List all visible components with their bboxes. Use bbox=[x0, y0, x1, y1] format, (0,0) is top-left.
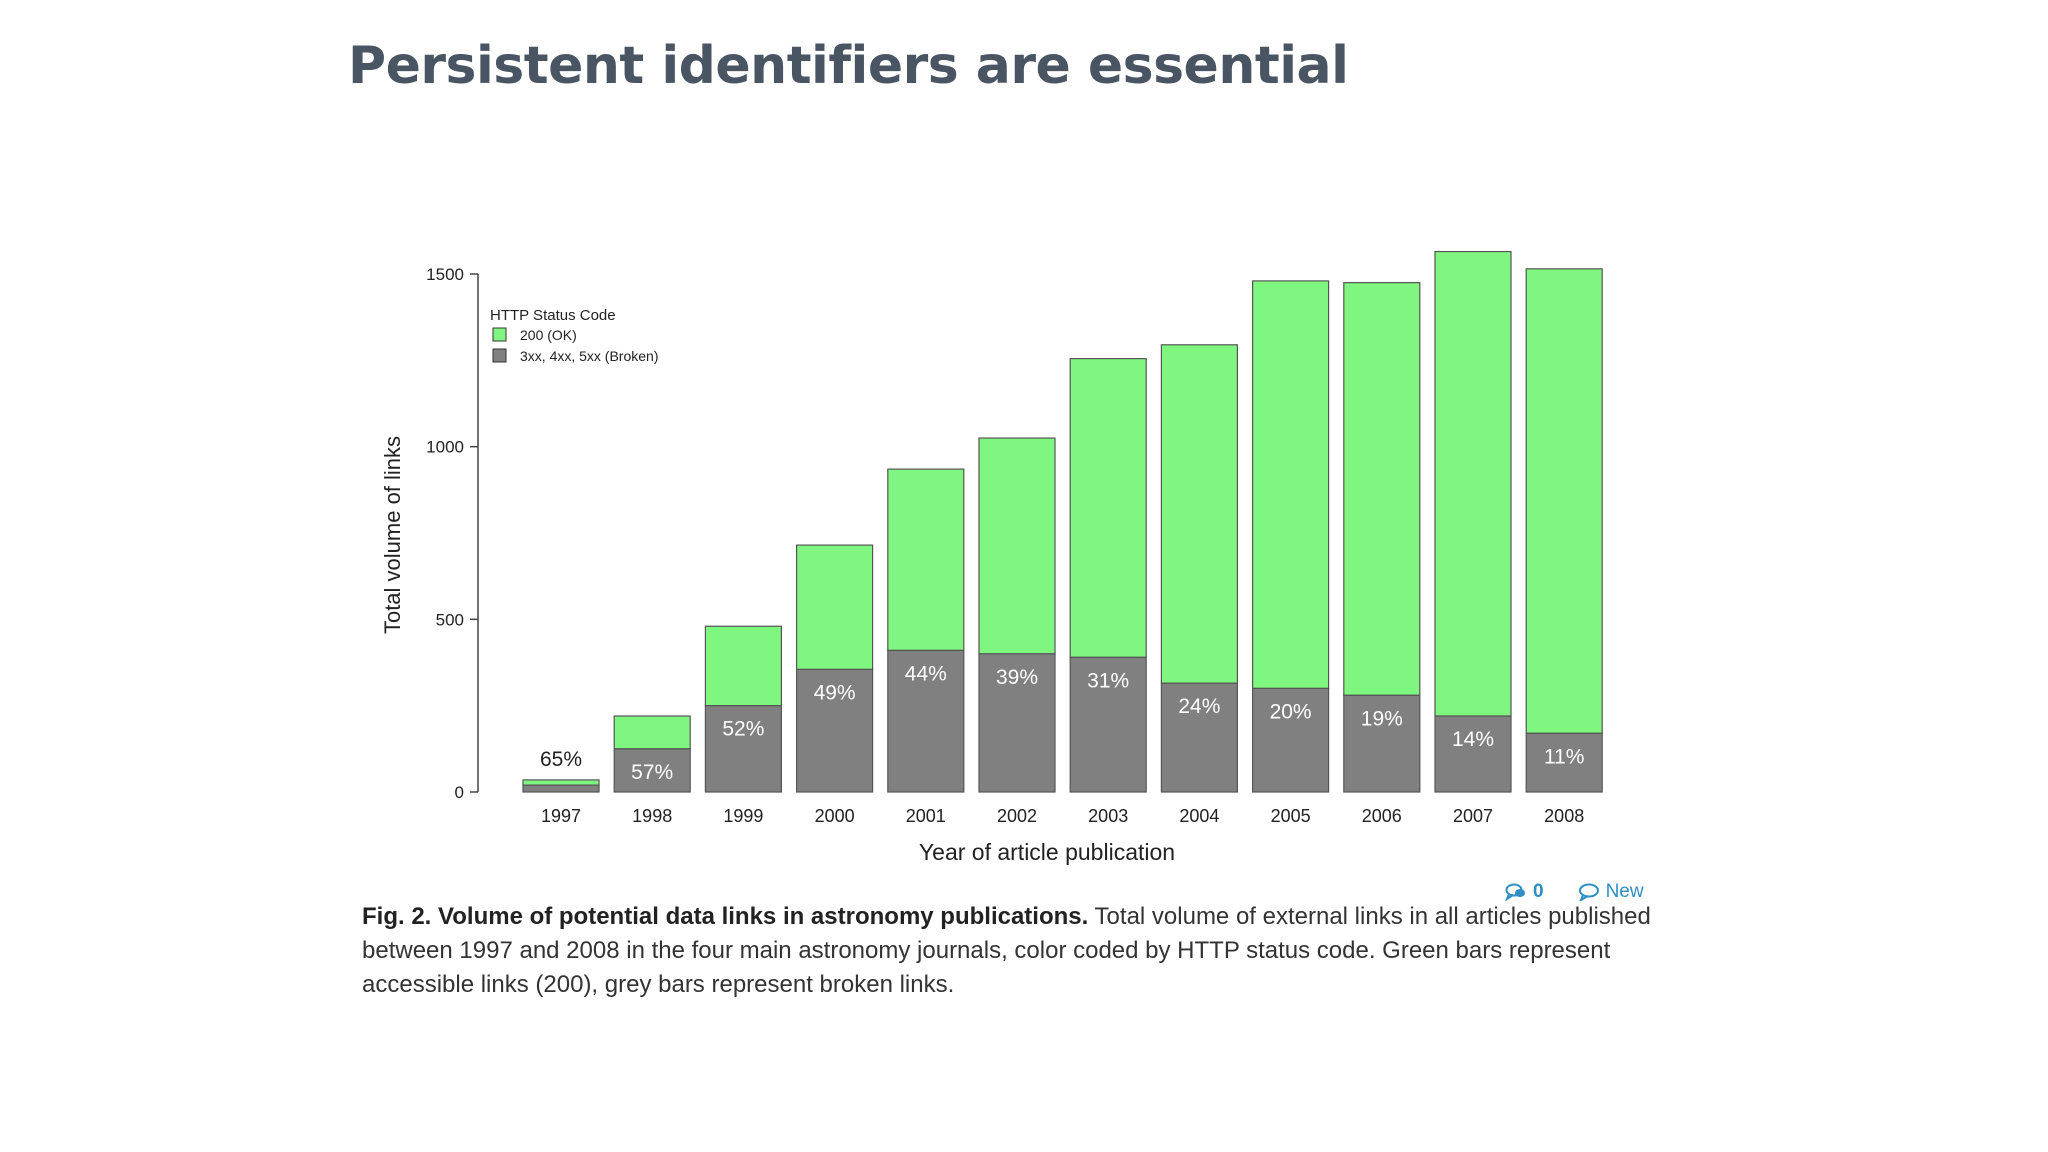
new-comment-button[interactable]: New bbox=[1578, 881, 1644, 903]
x-tick-label-2000: 2000 bbox=[815, 806, 855, 826]
bar-ok-2002 bbox=[978, 437, 1056, 655]
data-label-1999: 52% bbox=[722, 718, 764, 741]
bar-ok-1998 bbox=[613, 715, 691, 750]
data-label-2003: 31% bbox=[1087, 669, 1129, 692]
bar-broken-2005 bbox=[1251, 687, 1330, 793]
bars-group: 65% 57% 52% 49% 44% 39% 31% 24% 20% 19% 14% 11% bbox=[522, 250, 1603, 793]
y-tick-label: 0 bbox=[455, 783, 464, 802]
x-tick-label-2008: 2008 bbox=[1544, 806, 1584, 826]
stacked-bar-chart: 0 500 1000 1500 65% 57% 52% 49% 44% 39% 31% 24% 20%… bbox=[380, 250, 1603, 865]
bar-ok-2001 bbox=[887, 468, 965, 652]
x-tick-label-2001: 2001 bbox=[906, 806, 946, 826]
data-label-2002: 39% bbox=[996, 666, 1038, 689]
legend-title: HTTP Status Code bbox=[490, 307, 616, 324]
x-tick-labels: 1997 1998 1999 2000 2001 2002 2003 2004 2005 2006… bbox=[541, 806, 1584, 826]
bar-ok-2006 bbox=[1343, 282, 1421, 696]
bar-broken-2007 bbox=[1434, 715, 1512, 793]
new-label: New bbox=[1605, 881, 1644, 902]
y-axis-title: Total volume of links bbox=[380, 436, 405, 634]
legend-entry-broken: 3xx, 4xx, 5xx (Broken) bbox=[520, 348, 659, 364]
data-label-2007: 14% bbox=[1452, 728, 1494, 751]
legend-swatch-broken bbox=[492, 348, 507, 363]
figure-caption: Fig. 2. Volume of potential data links i… bbox=[362, 900, 1692, 1002]
x-tick-label-1998: 1998 bbox=[632, 806, 672, 826]
bar-broken-1997 bbox=[522, 784, 600, 793]
data-label-2008: 11% bbox=[1544, 745, 1584, 768]
comments-button[interactable]: 0 bbox=[1505, 881, 1544, 903]
x-tick-label-2004: 2004 bbox=[1179, 806, 1219, 826]
bar-ok-2005 bbox=[1251, 280, 1330, 690]
speech-bubble-icon bbox=[1578, 883, 1599, 901]
bar-broken-2002 bbox=[978, 653, 1056, 793]
legend: HTTP Status Code 200 (OK) 3xx, 4xx, 5xx … bbox=[490, 307, 659, 364]
legend-swatch-ok bbox=[492, 327, 507, 342]
x-tick-label-2006: 2006 bbox=[1362, 806, 1402, 826]
bar-broken-2003 bbox=[1069, 656, 1147, 793]
bar-broken-2008 bbox=[1525, 732, 1603, 793]
comments-count: 0 bbox=[1533, 881, 1544, 902]
x-tick-label-1999: 1999 bbox=[723, 806, 763, 826]
bar-ok-1999 bbox=[704, 625, 782, 707]
x-tick-label-1997: 1997 bbox=[541, 806, 581, 826]
bar-ok-2008 bbox=[1525, 268, 1603, 734]
data-label-2000: 49% bbox=[814, 681, 856, 704]
y-tick-label: 1000 bbox=[426, 438, 464, 457]
slide-title: Persistent identifiers are essential bbox=[348, 36, 1349, 96]
bar-ok-2004 bbox=[1160, 344, 1239, 684]
y-axis: 0 500 1000 1500 bbox=[426, 265, 479, 802]
bar-broken-2000 bbox=[796, 668, 874, 793]
x-tick-label-2003: 2003 bbox=[1088, 806, 1128, 826]
bar-broken-1999 bbox=[704, 705, 782, 793]
data-label-2001: 44% bbox=[905, 662, 947, 685]
bar-broken-1998 bbox=[613, 748, 691, 793]
x-tick-label-2002: 2002 bbox=[997, 806, 1037, 826]
data-label-2006: 19% bbox=[1361, 707, 1403, 730]
bar-broken-2001 bbox=[887, 649, 965, 793]
x-tick-label-2005: 2005 bbox=[1271, 806, 1311, 826]
figure-caption-text: Total volume of external links in all ar… bbox=[362, 903, 1651, 998]
bar-broken-2004 bbox=[1160, 682, 1239, 793]
bar-ok-2000 bbox=[796, 544, 874, 671]
bar-ok-2007 bbox=[1434, 250, 1512, 717]
legend-entry-ok: 200 (OK) bbox=[520, 327, 577, 343]
bar-ok-1997 bbox=[522, 779, 600, 786]
data-label-2005: 20% bbox=[1270, 700, 1312, 723]
bar-broken-2006 bbox=[1343, 694, 1421, 793]
bar-ok-2003 bbox=[1069, 358, 1147, 658]
data-label-2004: 24% bbox=[1178, 695, 1220, 718]
y-tick-label: 500 bbox=[436, 610, 464, 629]
x-tick-label-2007: 2007 bbox=[1453, 806, 1493, 826]
data-label-1997: 65% bbox=[540, 748, 582, 771]
comments-icon bbox=[1505, 883, 1525, 901]
caption-toolbar: 0 New bbox=[1505, 881, 1644, 903]
data-label-1998: 57% bbox=[631, 761, 673, 784]
y-tick-label: 1500 bbox=[426, 265, 464, 284]
x-axis-title: Year of article publication bbox=[919, 839, 1175, 865]
figure-caption-label: Fig. 2. Volume of potential data links i… bbox=[362, 903, 1089, 930]
